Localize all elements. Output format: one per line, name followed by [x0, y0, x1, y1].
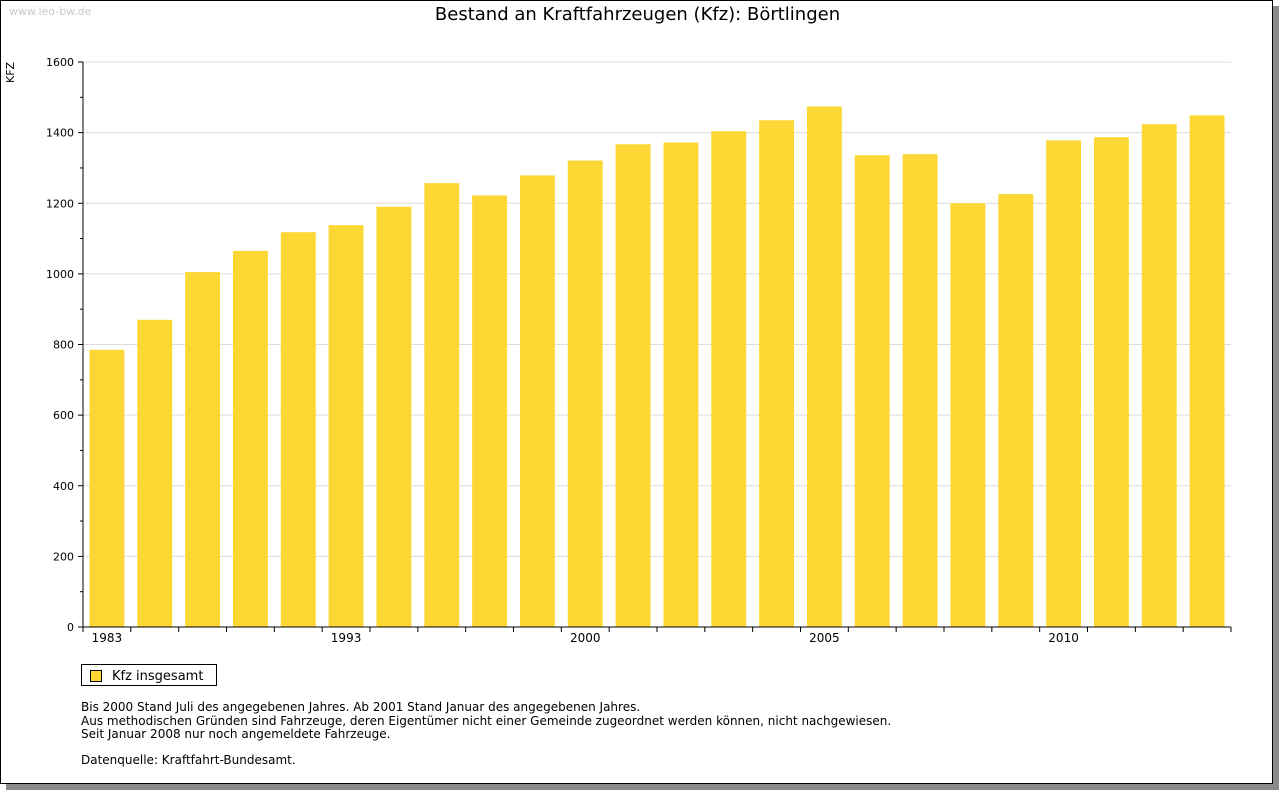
y-tick-label: 1200 [46, 197, 74, 210]
bar [232, 250, 268, 627]
frame-shadow-right [1273, 6, 1279, 790]
legend: Kfz insgesamt [81, 664, 217, 686]
data-source: Datenquelle: Kraftfahrt-Bundesamt. [81, 753, 296, 767]
y-tick-label: 800 [53, 339, 74, 352]
legend-swatch [90, 670, 102, 682]
footnote-line: Bis 2000 Stand Juli des angegebenen Jahr… [81, 700, 641, 714]
x-tick-label: 2005 [809, 631, 840, 645]
bar [615, 144, 651, 627]
bar [950, 203, 986, 627]
frame-shadow-bottom [6, 784, 1279, 790]
bar [519, 175, 555, 627]
footnote-line: Seit Januar 2008 nur noch angemeldete Fa… [81, 727, 391, 741]
chart-title: Bestand an Kraftfahrzeugen (Kfz): Börtli… [434, 4, 841, 25]
watermark: www.leo-bw.de [9, 5, 92, 18]
bar [1093, 137, 1129, 627]
y-tick-label: 400 [53, 480, 74, 493]
bar [137, 319, 173, 627]
bar-chart: 0 200 400 600 800 1000 1200 1400 1600 1983 1993 200… [46, 56, 1232, 645]
bar [663, 142, 699, 627]
bar [567, 160, 603, 627]
bar [1046, 140, 1082, 628]
x-tick-label: 1993 [331, 631, 362, 645]
x-tick-label: 1983 [92, 631, 123, 645]
bar [424, 183, 460, 627]
bar [854, 155, 890, 627]
bar [902, 154, 938, 627]
bar [1141, 124, 1177, 628]
legend-label: Kfz insgesamt [112, 669, 204, 684]
x-tick-label: 2010 [1048, 631, 1079, 645]
y-tick-label: 0 [67, 621, 74, 634]
y-tick-label: 1600 [46, 56, 74, 69]
bar [998, 194, 1034, 627]
bar [472, 195, 508, 627]
bar [806, 106, 842, 627]
y-tick-label: 600 [53, 409, 74, 422]
y-tick-label: 200 [53, 550, 74, 563]
bar [328, 225, 364, 628]
bar [759, 120, 795, 627]
bar [1189, 115, 1225, 628]
bar [89, 349, 125, 627]
footnotes: Bis 2000 Stand Juli des angegebenen Jahr… [81, 700, 892, 742]
bar [711, 131, 747, 627]
y-tick-label: 1400 [46, 127, 74, 140]
bar [376, 206, 412, 627]
x-tick-label: 2000 [570, 631, 601, 645]
bar [185, 272, 221, 627]
y-tick-label: 1000 [46, 268, 74, 281]
footnote-line: Aus methodischen Gründen sind Fahrzeuge,… [81, 713, 892, 728]
bar [280, 232, 316, 628]
